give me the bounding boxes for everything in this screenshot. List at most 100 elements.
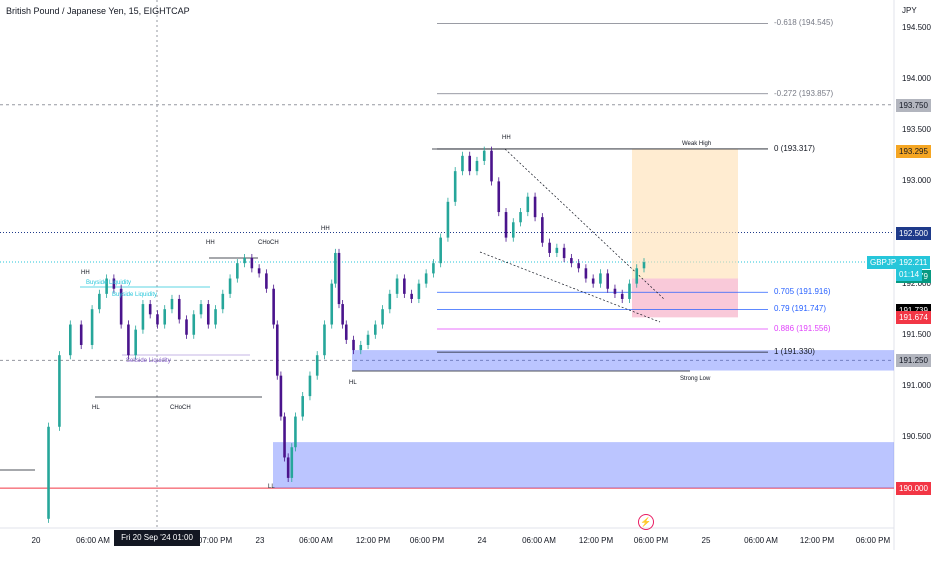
- candle-body: [250, 258, 254, 269]
- candle-body: [290, 447, 294, 478]
- candle-body: [58, 355, 61, 427]
- price-tag-192.500: 192.500: [896, 226, 931, 240]
- position-target-box: [632, 148, 738, 279]
- candle-body: [446, 201, 450, 238]
- y-tick-label: 191.000: [902, 380, 931, 390]
- annotation-13: Strong Low: [680, 376, 711, 382]
- price-chart[interactable]: [0, 0, 932, 550]
- fib-label-6: 1 (191.330): [774, 347, 815, 357]
- candle-body: [359, 344, 363, 351]
- candle-body: [69, 324, 72, 356]
- candle-body: [591, 278, 595, 284]
- candle-body: [177, 298, 181, 320]
- candle-body: [504, 212, 508, 238]
- candle-body: [127, 324, 130, 356]
- candle-body: [228, 278, 232, 294]
- annotation-6: HL: [92, 405, 100, 411]
- candle-body: [148, 304, 152, 315]
- candle-body: [584, 268, 588, 279]
- candle-body: [294, 416, 297, 448]
- candle-body: [490, 150, 493, 182]
- candle-body: [366, 334, 370, 345]
- candle-body: [403, 278, 406, 294]
- candle-body: [308, 375, 312, 397]
- candle-body: [453, 171, 457, 202]
- y-tick-label: 194.000: [902, 74, 931, 84]
- annotation-11: Sellside Liquidity: [126, 358, 171, 364]
- candle-body: [134, 329, 137, 356]
- x-tick-label: 06:00 AM: [299, 536, 333, 545]
- x-tick-label: 07:00 PM: [197, 536, 233, 545]
- candle-body: [468, 155, 472, 172]
- candle-body: [98, 293, 101, 310]
- x-tick-label: 06:00 PM: [633, 536, 669, 545]
- x-tick-label: 12:00 PM: [578, 536, 614, 545]
- candle-body: [206, 304, 210, 325]
- annotation-3: HH: [502, 135, 511, 141]
- x-tick-label: 06:00 AM: [76, 536, 110, 545]
- candle-body: [606, 273, 609, 289]
- candle-body: [417, 283, 421, 299]
- candle-body: [628, 283, 631, 299]
- symbol-price-tag: 192.211: [896, 256, 931, 270]
- y-tick-label: 190.500: [902, 432, 931, 441]
- price-tag-191.674: 191.674: [896, 310, 931, 324]
- price-tag-190.000: 190.000: [896, 482, 931, 496]
- x-tick-label: 20: [31, 536, 41, 545]
- candle-body: [475, 160, 479, 172]
- candle-body: [548, 242, 551, 253]
- candle-body: [275, 324, 279, 376]
- x-tick-label: 06:00 AM: [744, 536, 778, 545]
- annotation-4: CHoCH: [258, 240, 279, 246]
- candle-body: [47, 426, 50, 519]
- candle-body: [105, 278, 108, 294]
- fib-label-3: 0.705 (191.916): [774, 287, 831, 297]
- candle-body: [337, 252, 341, 305]
- candle-body: [642, 262, 646, 269]
- fib-label-5: 0.886 (191.556): [774, 324, 831, 334]
- candle-body: [119, 288, 123, 325]
- demand-zone-lower: [273, 442, 894, 489]
- x-tick-label: 06:00 PM: [855, 536, 891, 545]
- candle-body: [635, 268, 639, 284]
- candle-body: [410, 293, 413, 299]
- fib-label-2: 0 (193.317): [774, 143, 815, 153]
- candle-body: [221, 293, 225, 310]
- candle-body: [533, 196, 537, 218]
- crosshair-date-label: Fri 20 Sep '24 01:00 PM: [114, 530, 200, 558]
- candle-body: [199, 304, 203, 315]
- price-tag-193.295: 193.295: [896, 145, 931, 159]
- candle-body: [214, 309, 217, 325]
- candle-body: [432, 263, 435, 274]
- candle-body: [577, 263, 580, 269]
- candle-body: [243, 258, 246, 264]
- candle-body: [265, 273, 268, 289]
- annotation-9: Buyside Liquidity: [86, 280, 132, 286]
- candle-body: [620, 293, 624, 299]
- candle-body: [112, 278, 116, 289]
- candle-body: [315, 355, 319, 376]
- y-tick-label: 192.000: [902, 278, 931, 288]
- bar-countdown-tag: 01:14: [896, 268, 923, 282]
- fib-label-1: -0.272 (193.857): [774, 88, 834, 98]
- event-bolt-icon[interactable]: ⚡: [638, 514, 654, 530]
- candle-body: [334, 252, 337, 284]
- candle-body: [257, 268, 261, 274]
- candle-body: [341, 304, 344, 325]
- candle-body: [301, 396, 304, 417]
- candle-body: [599, 273, 602, 284]
- y-tick-label: 193.000: [902, 176, 931, 186]
- candle-body: [323, 324, 326, 356]
- position-stop-box: [632, 278, 738, 318]
- candle-body: [141, 304, 145, 330]
- fib-label-0: -0.618 (194.545): [774, 18, 834, 28]
- candle-body: [156, 314, 159, 325]
- candle-body: [497, 181, 501, 213]
- annotation-8: LL: [268, 484, 275, 490]
- fib-label-4: 0.79 (191.747): [774, 304, 827, 314]
- candle-body: [541, 217, 544, 243]
- candle-body: [555, 247, 559, 253]
- symbol-tag: GBPJPY: [867, 256, 905, 270]
- x-tick-label: 06:00 PM: [409, 536, 445, 545]
- candle-body: [439, 237, 442, 264]
